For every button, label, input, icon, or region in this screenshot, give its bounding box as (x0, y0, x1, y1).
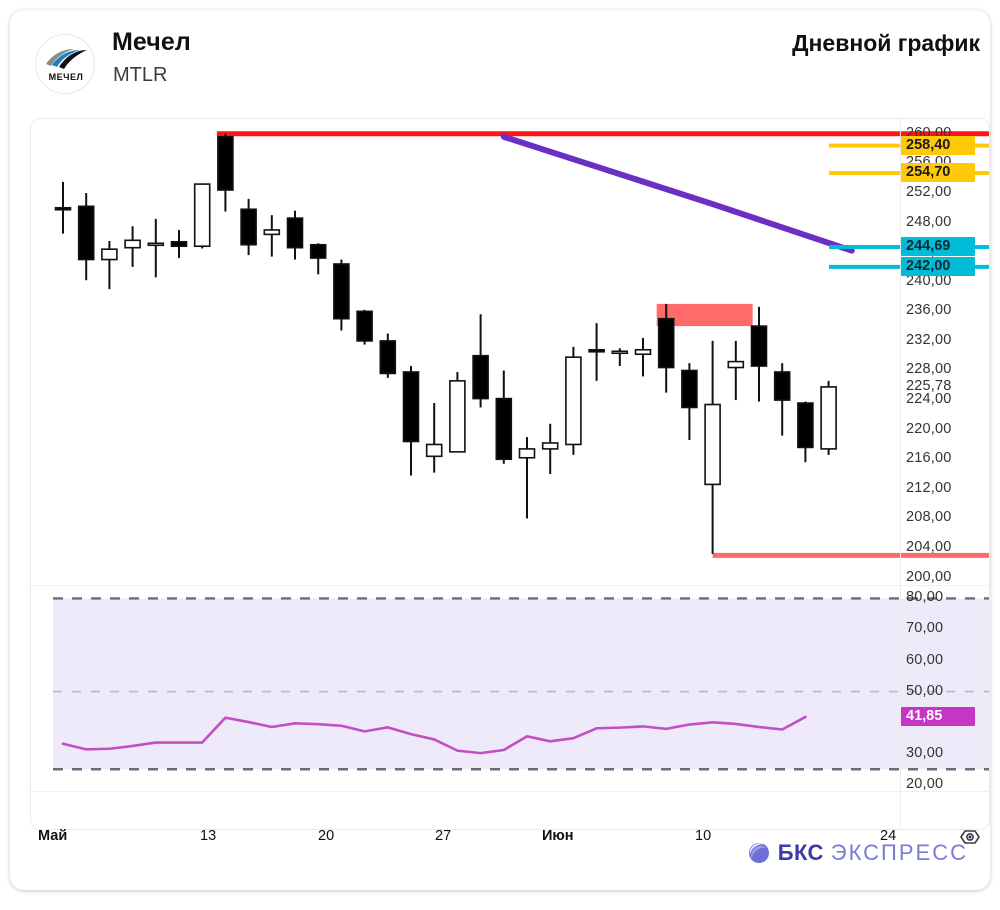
candle (634, 337, 652, 377)
price-tick: 224,00 (906, 391, 952, 408)
ticker-symbol: MTLR (113, 64, 168, 86)
rsi-value-badge[interactable]: 41,85 (901, 706, 975, 726)
candle (797, 401, 814, 463)
candle (657, 303, 675, 393)
candle (147, 218, 165, 278)
chart-card: МЕЧЕЛ Мечел MTLR Дневной график 260,00 25… (10, 10, 990, 890)
candlestick-plot (54, 131, 989, 558)
level-244-badge[interactable]: 244,69 (901, 237, 975, 257)
price-tick: 212,00 (906, 479, 952, 496)
candle (541, 423, 559, 475)
rsi-tick: 30,00 (906, 744, 944, 761)
eye-icon[interactable] (958, 827, 982, 852)
price-axis-separator (900, 119, 901, 829)
rsi-line (61, 715, 807, 755)
pane-divider (31, 585, 989, 586)
candle (773, 363, 791, 436)
price-tick: 240,00 (906, 272, 952, 289)
svg-text:МЕЧЕЛ: МЕЧЕЛ (49, 72, 84, 82)
level-254-badge[interactable]: 254,70 (901, 162, 975, 182)
candle (402, 366, 420, 476)
price-tick: 204,00 (906, 539, 952, 556)
candle (611, 348, 629, 367)
price-tick: 220,00 (906, 420, 952, 437)
chart-header: МЕЧЕЛ Мечел MTLR Дневной график (30, 28, 980, 100)
date-axis[interactable]: Май 13 20 27 Июн 10 24 (30, 822, 990, 856)
candle (286, 210, 304, 260)
candle (681, 363, 698, 441)
rsi-tick: 60,00 (906, 651, 944, 668)
candle (124, 226, 141, 267)
candle (101, 241, 118, 290)
candle (379, 333, 397, 378)
candle (193, 183, 211, 249)
candle (565, 346, 582, 455)
downtrend-line (500, 133, 855, 254)
rsi-pane[interactable] (31, 586, 989, 791)
price-tick: 248,00 (906, 213, 952, 230)
last-price-tick: 225,78 (906, 377, 952, 394)
date-tick: 13 (200, 828, 217, 844)
level-242-badge[interactable]: 242,00 (901, 256, 975, 276)
candle (309, 243, 327, 275)
mechel-swoosh-icon: МЕЧЕЛ (46, 49, 87, 82)
candle (588, 323, 605, 381)
rsi-plot (53, 597, 989, 771)
date-tick: Июн (542, 828, 574, 844)
candle (518, 437, 536, 519)
date-tick: 20 (318, 828, 335, 844)
bcs-express-brand: БКС ЭКСПРЕСС (747, 838, 968, 868)
price-tick: 252,00 (906, 183, 952, 200)
candle (240, 198, 257, 256)
candle (472, 314, 489, 408)
price-tick: 236,00 (906, 302, 952, 319)
level-258-badge[interactable]: 258,40 (901, 135, 975, 155)
page-title: Мечел (112, 28, 191, 56)
axis-divider (31, 791, 989, 792)
candle (217, 133, 234, 212)
price-tick: 208,00 (906, 509, 952, 526)
brand-secondary: ЭКСПРЕСС (830, 840, 968, 865)
price-tick: 216,00 (906, 450, 952, 467)
date-tick: 10 (695, 828, 712, 844)
date-tick: 24 (880, 828, 897, 844)
chart-frame[interactable]: 260,00256,00252,00248,00244,00240,00236,… (30, 118, 990, 830)
candle (170, 229, 188, 259)
bcs-sphere-icon (748, 843, 769, 863)
price-tick: 200,00 (906, 568, 952, 585)
candle (704, 340, 721, 554)
date-tick: 27 (435, 828, 452, 844)
candle (333, 259, 350, 331)
candle (263, 215, 281, 257)
rsi-tick: 50,00 (906, 682, 944, 699)
candle (449, 371, 466, 453)
price-tick: 228,00 (906, 361, 952, 378)
brand-primary: БКС (777, 840, 824, 865)
candle (727, 340, 745, 401)
price-pane[interactable] (31, 119, 989, 585)
date-tick: Май (38, 828, 68, 844)
candle (820, 380, 837, 455)
resistance-zone (656, 303, 753, 327)
candle (356, 309, 373, 345)
rsi-tick: 80,00 (906, 589, 944, 606)
timeframe-label: Дневной график (792, 30, 980, 56)
candle (425, 403, 443, 473)
price-axis[interactable]: 260,00256,00252,00248,00244,00240,00236,… (901, 119, 989, 829)
candle (750, 306, 768, 402)
candle (495, 370, 513, 464)
candle (54, 181, 72, 234)
company-logo: МЕЧЕЛ (35, 34, 95, 94)
candle (77, 192, 95, 281)
price-tick: 232,00 (906, 331, 952, 348)
rsi-tick: 20,00 (906, 775, 944, 792)
rsi-tick: 70,00 (906, 620, 944, 637)
